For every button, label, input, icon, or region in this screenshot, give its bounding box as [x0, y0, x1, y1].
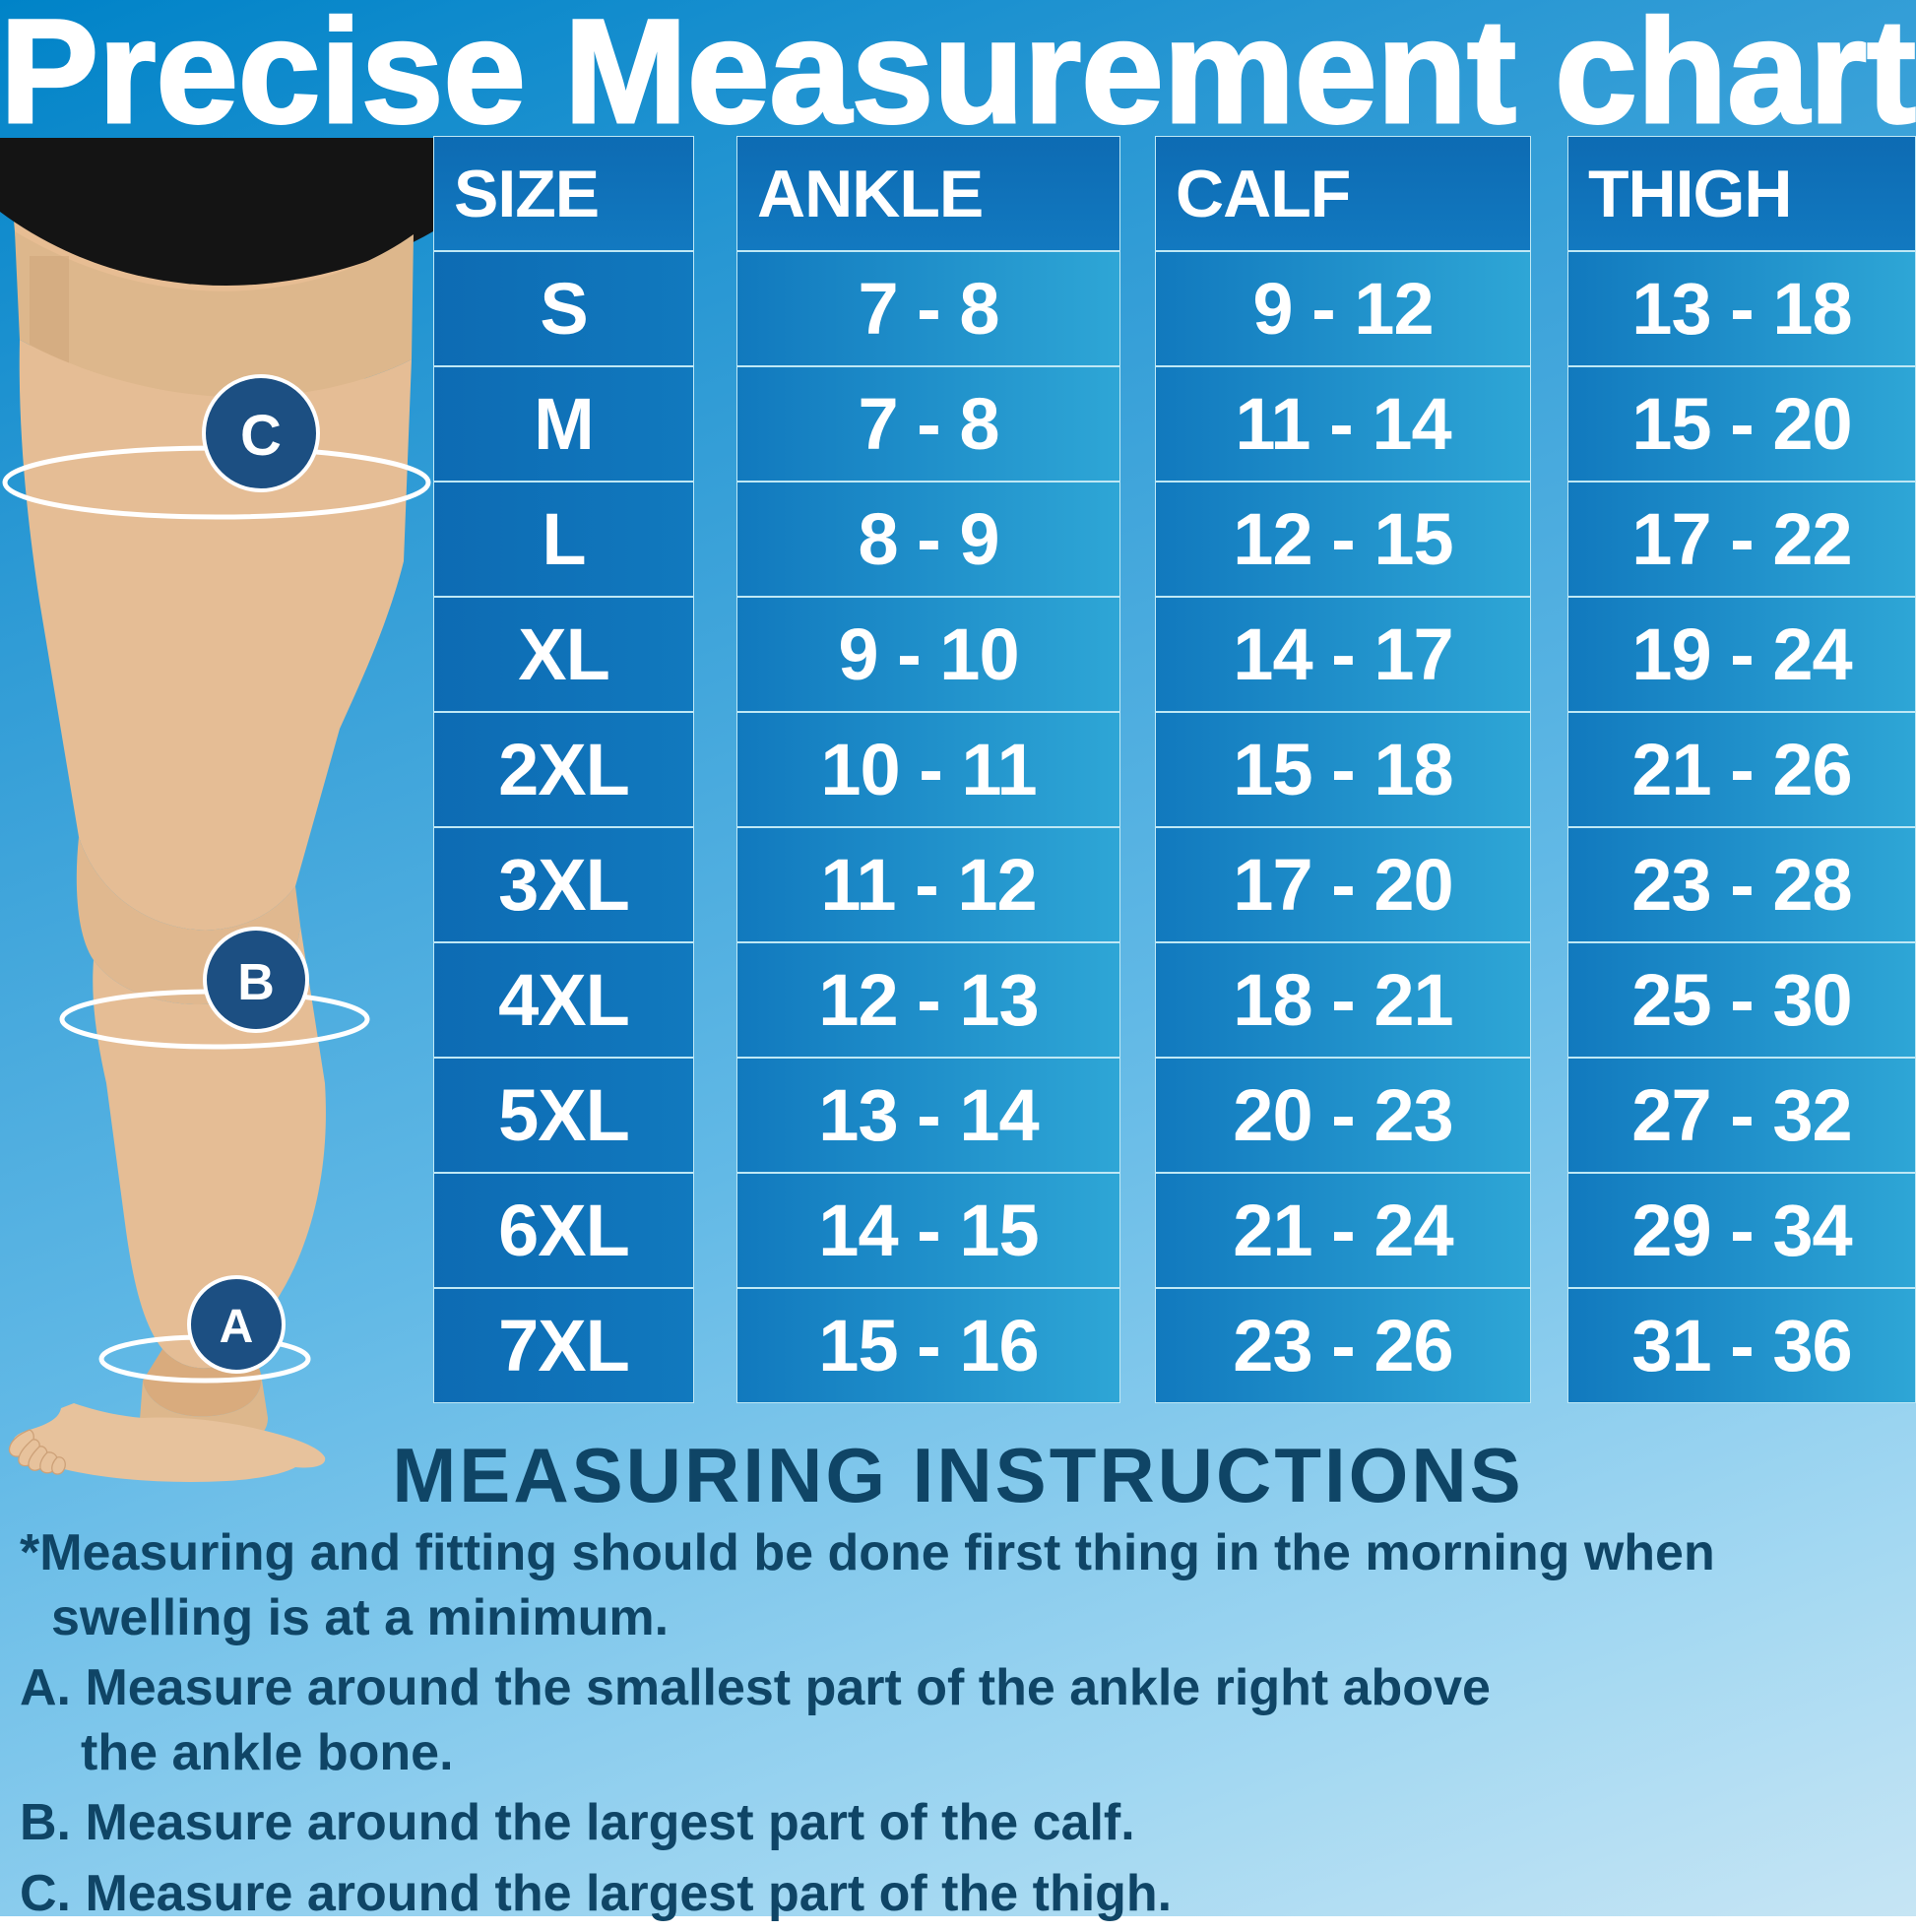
svg-text:A: A: [220, 1301, 254, 1353]
svg-text:B: B: [237, 954, 275, 1011]
svg-text:C: C: [240, 404, 282, 468]
